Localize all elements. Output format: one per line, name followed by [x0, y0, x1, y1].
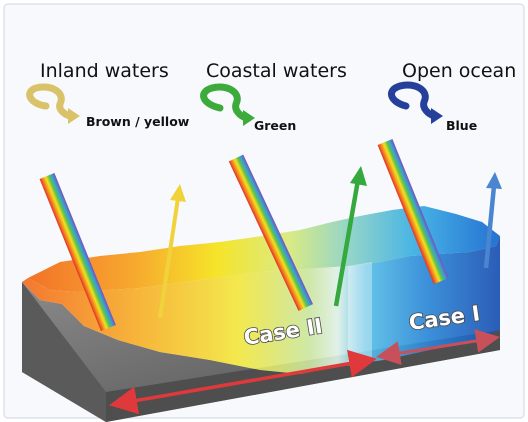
case1-range-arrow: [376, 329, 500, 365]
region-title-ocean: Open ocean: [402, 60, 516, 82]
region-title-coastal: Coastal waters: [206, 60, 347, 82]
color-label-ocean: Blue: [446, 118, 477, 133]
water-leaving-arrows: [158, 166, 502, 319]
incident-beam-coastal: [228, 154, 313, 311]
color-label-inland: Brown / yellow: [86, 114, 190, 129]
swirl-icon-inland: [26, 83, 80, 124]
region-title-inland: Inland waters: [40, 60, 169, 82]
color-label-coastal: Green: [254, 118, 296, 133]
yellow-leaving-arrow: [158, 184, 186, 319]
incident-light-beams: [39, 139, 449, 332]
incident-beam-ocean: [377, 139, 449, 285]
case-boundary: [348, 262, 372, 366]
case2-range-arrow: [109, 349, 377, 415]
incident-beam-inland: [39, 173, 116, 332]
swirl-icon-ocean: [388, 81, 443, 124]
swirl-icon-coastal: [200, 83, 255, 126]
blue-leaving-arrow: [483, 172, 502, 269]
water-surface: [28, 206, 500, 292]
green-leaving-arrow: [333, 166, 367, 307]
